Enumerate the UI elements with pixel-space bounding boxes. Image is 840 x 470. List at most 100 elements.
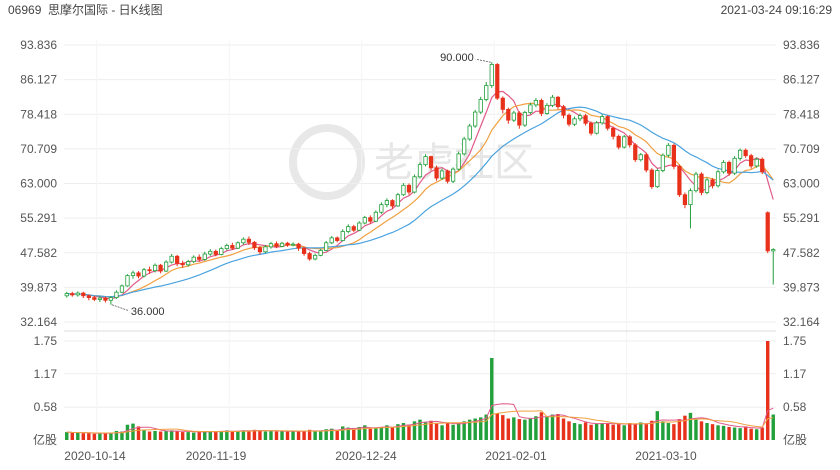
volume-bar — [65, 432, 69, 440]
candle-body — [103, 297, 108, 301]
volume-bar — [374, 428, 378, 440]
y-tick-label-right: 78.418 — [783, 107, 820, 121]
volume-bar — [120, 431, 124, 440]
volume-bar — [379, 426, 384, 440]
moving-average-ma5 — [66, 90, 774, 300]
candles — [64, 62, 776, 305]
candle-body — [136, 272, 141, 277]
volume-axis-labels: 1.75 1.75 1.17 1.17 0.58 0.58 亿股 亿股 — [33, 334, 807, 447]
volume-bar — [109, 432, 113, 440]
candle-body — [70, 293, 75, 296]
volume-bar — [401, 423, 406, 440]
volume-bar — [352, 429, 356, 440]
volume-bar — [274, 431, 279, 440]
volume-bar — [594, 423, 599, 440]
candle-body — [588, 122, 594, 134]
candle-body — [539, 100, 544, 114]
y-tick-label-right: 93.836 — [783, 38, 820, 52]
candle-body — [368, 217, 373, 222]
x-tick-label: 2020-11-19 — [186, 449, 247, 463]
candle-body — [478, 99, 483, 113]
candle-body — [566, 114, 572, 125]
candle-body — [175, 255, 180, 264]
candle-body — [500, 97, 505, 110]
moving-average-ma10 — [66, 102, 774, 298]
volume-bar — [578, 424, 582, 440]
volume-bar — [639, 422, 643, 440]
candle-body — [428, 156, 434, 169]
volume-bar — [699, 421, 704, 440]
volume-bar — [169, 430, 174, 440]
x-tick-label: 2020-10-14 — [64, 449, 126, 463]
volume-bar — [346, 427, 350, 440]
candle-body — [406, 184, 412, 193]
volume-bar — [81, 433, 86, 440]
volume-bar — [545, 416, 549, 440]
candle-body — [760, 158, 765, 173]
volume-bar — [567, 421, 571, 440]
y-tick-label-left: 93.836 — [20, 38, 57, 52]
candle-body — [738, 149, 743, 159]
volume-bar — [396, 424, 400, 440]
volume-bar — [147, 431, 152, 440]
candle-body — [313, 254, 318, 260]
candle-body — [324, 242, 329, 251]
chart-title: 思摩尔国际 - 日K线图 — [48, 2, 163, 17]
candle-body — [224, 245, 229, 250]
candle-body — [456, 153, 461, 170]
volume-bar — [191, 432, 196, 440]
y-tick-label-right: 39.873 — [783, 280, 820, 294]
candle-body — [715, 171, 721, 187]
candle-body — [235, 242, 240, 249]
volume-bar — [683, 415, 687, 440]
volume-bar — [291, 431, 295, 440]
y-tick-label-left: 39.873 — [20, 280, 57, 294]
candle-body — [108, 297, 114, 301]
volume-bar — [186, 432, 190, 440]
candle-body — [544, 104, 550, 114]
candle-body — [489, 64, 494, 86]
volume-bar — [280, 430, 284, 440]
volume-bar — [296, 430, 301, 440]
candle-body — [495, 64, 500, 99]
candle-body — [169, 255, 174, 263]
volume-bar — [92, 433, 97, 440]
candle-body — [186, 261, 191, 266]
price-axis-labels: 93.836 93.836 86.127 86.127 78.418 78.418 70.7… — [20, 38, 820, 329]
candle-body — [296, 243, 301, 249]
annotation-leader — [111, 304, 130, 312]
candle-body — [384, 200, 389, 206]
y-tick-label-left: 86.127 — [20, 73, 57, 87]
candle-body — [699, 173, 704, 193]
candle-body — [351, 226, 356, 231]
volume-bar — [98, 433, 102, 440]
volume-bar — [440, 425, 444, 440]
candle-body — [401, 184, 406, 196]
candle-body — [158, 264, 163, 272]
volume-ma-ma10 — [66, 410, 774, 434]
volume-bar — [766, 341, 770, 440]
candle-body — [704, 179, 710, 193]
volume-bar — [225, 430, 229, 440]
candle-body — [152, 264, 158, 272]
volume-bar — [208, 431, 212, 440]
candle-body — [362, 217, 367, 224]
volume-bar — [550, 414, 555, 440]
candle-body — [561, 106, 566, 116]
volume-bar — [644, 424, 649, 440]
candle-body — [644, 154, 649, 171]
candle-body — [528, 104, 533, 113]
volume-bar — [214, 432, 218, 440]
volume-bar — [203, 431, 207, 440]
candle-body — [412, 176, 417, 193]
candle-body — [506, 108, 511, 121]
volume-bar — [70, 432, 74, 440]
annotation-high: 90.000 — [440, 52, 474, 64]
volume-bar — [313, 431, 317, 440]
candle-body — [550, 96, 555, 106]
candle-body — [163, 261, 169, 272]
candle-body — [583, 115, 588, 124]
candle-body — [97, 297, 102, 300]
candle-body — [577, 115, 583, 120]
